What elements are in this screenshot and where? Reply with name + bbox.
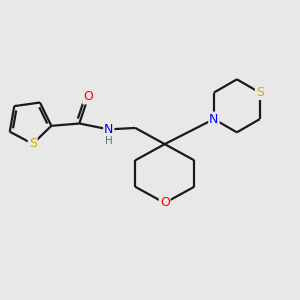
Text: S: S bbox=[29, 137, 37, 150]
Text: O: O bbox=[160, 196, 170, 209]
Text: N: N bbox=[104, 123, 113, 136]
Text: O: O bbox=[83, 91, 93, 103]
Text: S: S bbox=[256, 86, 264, 99]
Text: N: N bbox=[209, 112, 219, 126]
Text: H: H bbox=[105, 136, 113, 146]
